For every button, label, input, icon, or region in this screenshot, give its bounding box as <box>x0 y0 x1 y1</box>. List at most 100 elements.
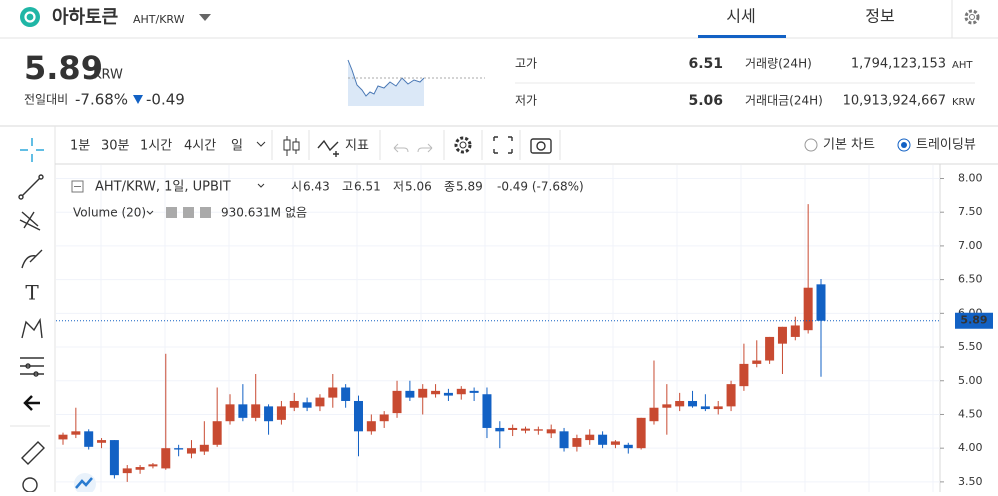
measure-tool[interactable] <box>20 357 44 377</box>
y-tick-label: 7.50 <box>958 205 983 218</box>
candle-body <box>598 434 608 445</box>
mode-option[interactable]: 기본 차트 <box>823 138 875 153</box>
interval-button[interactable]: 일 <box>231 139 243 154</box>
brush-tool[interactable] <box>21 249 43 269</box>
radio[interactable] <box>804 138 818 152</box>
fullscreen-button[interactable] <box>493 136 513 154</box>
mode-option[interactable]: 트레이딩뷰 <box>916 138 976 153</box>
indicator-button[interactable]: 지표 <box>345 139 369 154</box>
candle-body <box>521 428 531 431</box>
candle-body <box>251 404 261 418</box>
tab[interactable]: 시세 <box>726 7 755 26</box>
redo[interactable] <box>417 143 433 153</box>
candle-body <box>109 440 119 476</box>
collapse-icon[interactable] <box>71 180 84 193</box>
tab[interactable]: 정보 <box>865 7 894 26</box>
legend-dropdown[interactable] <box>257 183 265 188</box>
candle-body <box>495 427 505 432</box>
legend-value: 5.89 <box>456 180 483 194</box>
radio-dot <box>901 142 907 148</box>
candle-body <box>482 394 492 428</box>
candle-body <box>238 404 248 418</box>
ruler-tool[interactable] <box>21 441 45 465</box>
candle-body <box>174 448 184 450</box>
volume-unit: KRW <box>952 97 975 108</box>
settings-icon[interactable] <box>964 9 980 25</box>
pattern-tool[interactable] <box>21 317 43 339</box>
interval-button[interactable]: 1분 <box>70 139 90 154</box>
interval-dropdown[interactable] <box>256 141 266 147</box>
candle-body <box>418 388 428 398</box>
legend-label: 고 <box>342 180 353 194</box>
candle-body <box>777 326 787 344</box>
candle-body <box>713 406 723 410</box>
snapshot-button[interactable] <box>530 138 552 154</box>
legend-symbol[interactable]: AHT/KRW, 1일, UPBIT <box>95 180 231 195</box>
y-tick-label: 4.00 <box>958 441 983 454</box>
y-tick-label: 3.50 <box>958 475 983 488</box>
legend-value: 5.06 <box>405 180 432 194</box>
coin-name: 아하토큰 <box>52 7 118 28</box>
candle-body <box>264 406 274 422</box>
text-tool[interactable]: T <box>25 281 39 305</box>
candle-body <box>700 406 710 410</box>
stat-value: 5.06 <box>688 93 723 109</box>
candle-body <box>225 404 235 422</box>
candle-body <box>456 388 466 395</box>
change-label: 전일대비 <box>24 93 68 107</box>
interval-button[interactable]: 1시간 <box>140 139 172 154</box>
candle-body <box>161 448 171 469</box>
candle-body <box>186 448 196 454</box>
stat-label: 고가 <box>515 57 537 71</box>
candle-body <box>469 390 479 393</box>
candle-body <box>443 392 453 396</box>
down-arrow <box>133 95 143 104</box>
chart-type-icon[interactable] <box>283 136 300 156</box>
candle-body <box>84 431 94 447</box>
candle-body <box>431 390 441 395</box>
indicator-icon[interactable] <box>317 139 339 157</box>
stat-label: 저가 <box>515 94 537 108</box>
volume-icons[interactable] <box>166 207 211 218</box>
candle-body <box>636 417 646 449</box>
undo[interactable] <box>393 143 409 153</box>
candle-body <box>276 406 286 420</box>
candle-body <box>508 427 518 430</box>
interval-button[interactable]: 30분 <box>101 139 130 154</box>
candle-body <box>559 431 569 449</box>
candle-body <box>122 468 132 474</box>
mini-chart-line <box>347 59 425 97</box>
legend-label: 시 <box>291 180 302 194</box>
legend-change: -0.49 (-7.68%) <box>497 180 584 194</box>
candle-body <box>341 387 351 401</box>
tab-underline <box>698 35 786 38</box>
line-tool[interactable] <box>18 174 44 200</box>
candle-body <box>675 400 685 407</box>
crosshair-tool[interactable] <box>20 138 44 162</box>
settings-button[interactable] <box>454 136 472 154</box>
volume-unit: AHT <box>952 60 973 71</box>
candle-body <box>302 402 312 408</box>
candle-body <box>315 397 325 407</box>
candle-body <box>790 325 800 337</box>
fib-tool[interactable] <box>19 211 41 231</box>
candle-body <box>610 441 620 445</box>
volume-value: 930.631M <box>221 206 281 220</box>
candle-body <box>58 434 68 440</box>
market: AHT/KRW <box>133 13 185 26</box>
candle-body <box>688 400 698 407</box>
dropdown[interactable] <box>199 14 211 21</box>
change-rate: -7.68% <box>75 91 128 109</box>
candle-body <box>765 336 775 361</box>
legend-label: 저 <box>393 180 404 194</box>
candle-body <box>739 363 749 387</box>
legend-value: 6.43 <box>303 180 330 194</box>
current-price-label: 5.89 <box>960 314 987 327</box>
interval-button[interactable]: 4시간 <box>184 139 216 154</box>
zoom-tool[interactable] <box>22 477 38 493</box>
back-tool[interactable] <box>23 395 40 411</box>
tv-logo[interactable] <box>74 473 96 495</box>
y-tick-label: 6.50 <box>958 273 983 286</box>
volume-dropdown[interactable] <box>146 210 154 215</box>
